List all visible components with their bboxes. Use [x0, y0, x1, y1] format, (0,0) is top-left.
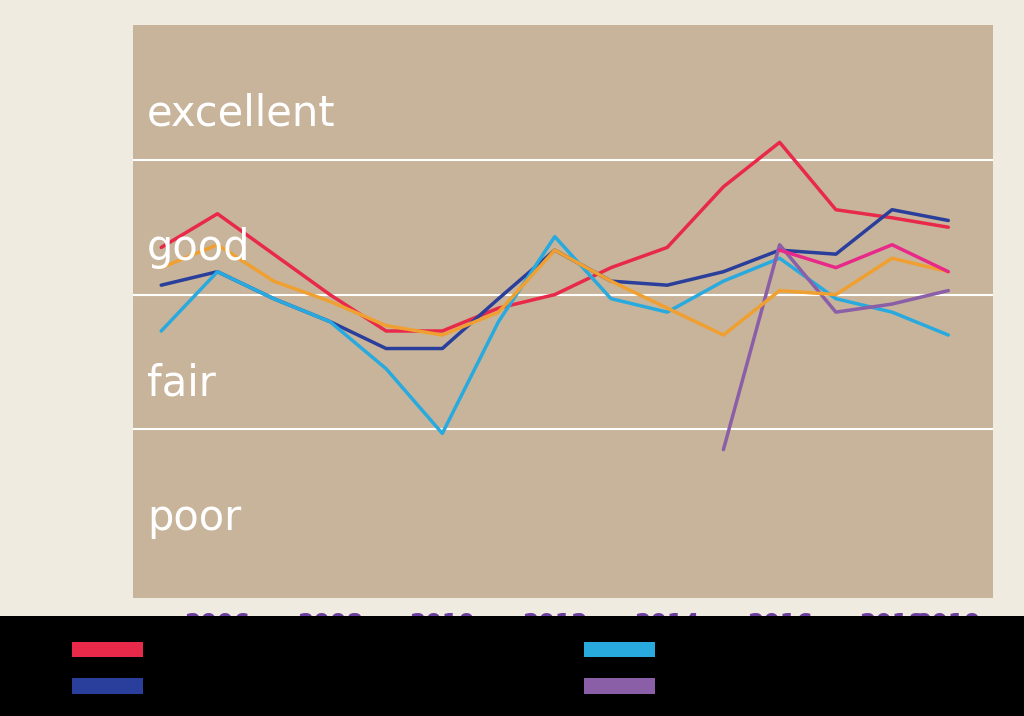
Text: excellent: excellent	[147, 92, 336, 135]
Text: good: good	[147, 227, 251, 269]
Text: MODERATE/WORKFORCE APARTMENTS: MODERATE/WORKFORCE APARTMENTS	[156, 681, 396, 691]
Text: fair: fair	[147, 362, 216, 404]
Text: SINGLE FAMILY RENTAL: SINGLE FAMILY RENTAL	[668, 681, 811, 691]
Text: poor: poor	[147, 497, 242, 538]
Text: SENIOR HOUSING: SENIOR HOUSING	[156, 644, 264, 654]
Text: HIGH-INCOME APARTMENTS: HIGH-INCOME APARTMENTS	[668, 644, 841, 654]
